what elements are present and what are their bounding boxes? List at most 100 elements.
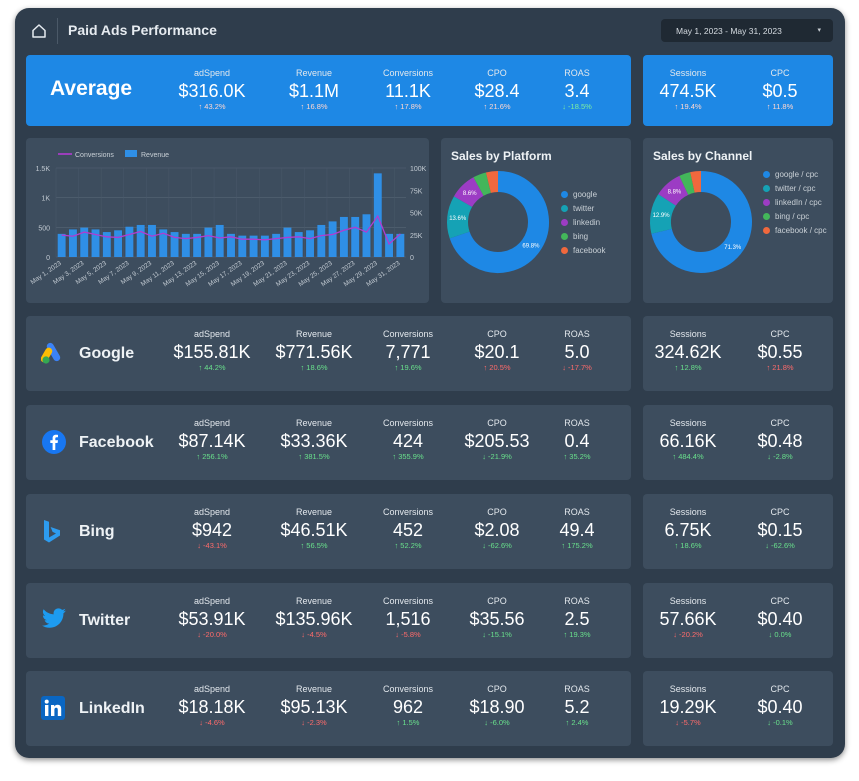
metric-delta: ↓ -20.0% <box>197 630 227 639</box>
platform-metric-sessions: Sessions 19.29K ↓ -5.7% <box>643 684 733 728</box>
metric-delta: ↑ 19.4% <box>674 102 702 111</box>
donut-slice-label: 8.8% <box>668 189 682 195</box>
legend-item[interactable]: facebook <box>561 246 627 255</box>
donut-slice-facebook[interactable] <box>690 171 702 193</box>
platform-metric-cpo: CPO $20.1 ↑ 20.5% <box>452 329 542 373</box>
donut-slice-linkedin[interactable] <box>453 177 485 208</box>
legend-label: twitter <box>573 204 595 213</box>
metric-delta: ↑ 44.2% <box>198 363 226 372</box>
revenue-bar <box>68 229 77 257</box>
metric-label: CPO <box>487 418 507 428</box>
donut-slice-bing[interactable] <box>473 172 492 196</box>
metric-delta: ↑ 43.2% <box>198 102 226 111</box>
metric-label: ROAS <box>564 418 590 428</box>
daily-performance-chart-card: 0 500 1K 1.5K 0 25K 50K 75K 100K May 1, 2023 May 3… <box>26 138 429 303</box>
metric-delta: ↓ -0.1% <box>767 718 793 727</box>
legend-label: bing / cpc <box>775 212 810 221</box>
metric-label: CPC <box>770 329 790 339</box>
metric-delta: ↓ -6.0% <box>484 718 510 727</box>
legend-item[interactable]: google <box>561 190 627 199</box>
platform-metric-cpc: CPC $0.40 ↓ -0.1% <box>735 684 825 728</box>
metric-value: $1.1M <box>288 81 340 101</box>
metric-delta: ↑ 18.6% <box>674 541 702 550</box>
platform-metric-revenue: Revenue $95.13K ↓ -2.3% <box>269 684 359 728</box>
platform-row-google: Google adSpend $155.81K ↑ 44.2% Revenue … <box>26 316 631 391</box>
metric-value: 962 <box>392 697 424 717</box>
platform-name: Bing <box>79 523 115 540</box>
metric-label: Conversions <box>382 507 434 517</box>
chart-title: Sales by Channel <box>653 149 753 163</box>
platform-metric-cpo: CPO $35.56 ↓ -15.1% <box>452 596 542 640</box>
metric-label: Revenue <box>295 418 333 428</box>
average-traffic-card: Sessions 474.5K ↑ 19.4% CPC $0.5 ↑ 11.8% <box>643 55 833 126</box>
donut-slice-linkedin[interactable] <box>658 175 689 207</box>
legend-item[interactable]: bing / cpc <box>763 212 829 221</box>
sales-by-platform-donut: 69.8% 13.6% 8.6% <box>447 171 549 273</box>
metric-value: 5.2 <box>564 697 590 717</box>
metric-label: adSpend <box>193 329 231 339</box>
revenue-bar <box>306 230 314 257</box>
legend-dot <box>763 213 770 220</box>
donut-slice-facebook[interactable] <box>485 171 499 193</box>
y-left-tick-label: 500 <box>38 225 50 232</box>
metric-value: $87.14K <box>178 431 246 451</box>
legend-item[interactable]: google / cpc <box>763 170 829 179</box>
donut-slice-google[interactable] <box>449 171 549 273</box>
metric-label: Revenue <box>295 596 333 606</box>
metric-label: Revenue <box>295 684 333 694</box>
metric-value: $155.81K <box>173 342 251 362</box>
metric-value: 57.66K <box>659 609 717 629</box>
legend-item[interactable]: twitter <box>561 204 627 213</box>
y-left-tick-label: 1K <box>41 196 50 203</box>
revenue-bar <box>91 229 100 257</box>
date-range-picker[interactable]: May 1, 2023 - May 31, 2023 ▾ <box>661 19 833 42</box>
metric-value: $316.0K <box>178 81 246 101</box>
legend-item[interactable]: twitter / cpc <box>763 184 829 193</box>
platform-metric-revenue: Revenue $771.56K ↑ 18.6% <box>269 329 359 373</box>
revenue-bar <box>193 233 202 257</box>
platform-traffic-facebook: Sessions 66.16K ↑ 484.4% CPC $0.48 ↓ -2.… <box>643 405 833 480</box>
donut-slice-twitter[interactable] <box>447 196 473 239</box>
platform-metric-cpc: CPC $0.48 ↓ -2.8% <box>735 418 825 462</box>
donut-slice-label: 8.6% <box>463 191 477 197</box>
legend-label: google <box>573 190 598 199</box>
legend-item[interactable]: bing <box>561 232 627 241</box>
y-left-tick-label: 0 <box>46 255 50 262</box>
metric-value: $33.36K <box>280 431 348 451</box>
revenue-bar <box>170 232 179 257</box>
metric-delta: ↑ 381.5% <box>298 452 330 461</box>
legend-item[interactable]: facebook / cpc <box>763 226 829 235</box>
donut-slice-twitter[interactable] <box>650 194 677 234</box>
platform-name: LinkedIn <box>79 700 145 717</box>
metric-delta: ↓ -62.6% <box>482 541 512 550</box>
metric-value: 19.29K <box>659 697 717 717</box>
metric-label: adSpend <box>193 68 231 78</box>
legend-dot <box>561 219 568 226</box>
date-range-text: May 1, 2023 - May 31, 2023 <box>676 26 782 36</box>
platform-metric-sessions: Sessions 324.62K ↑ 12.8% <box>643 329 733 373</box>
metric-label: CPO <box>487 596 507 606</box>
metric-label: adSpend <box>193 684 231 694</box>
metric-value: 324.62K <box>654 342 722 362</box>
donut-slice-google[interactable] <box>651 171 752 273</box>
metric-delta: ↑ 35.2% <box>563 452 591 461</box>
home-icon[interactable] <box>31 23 47 39</box>
platform-metric-revenue: Revenue $135.96K ↓ -4.5% <box>269 596 359 640</box>
metric-value: 66.16K <box>659 431 717 451</box>
legend-conversions-label: Conversions <box>75 152 114 159</box>
metric-label: CPC <box>770 68 790 78</box>
revenue-bar <box>114 230 123 257</box>
revenue-bar <box>215 224 224 257</box>
platform-metric-sessions: Sessions 6.75K ↑ 18.6% <box>643 507 733 551</box>
metric-label: ROAS <box>564 684 590 694</box>
legend-item[interactable]: linkedIn / cpc <box>763 198 829 207</box>
metric-value: 7,771 <box>385 342 431 362</box>
header-divider <box>57 18 58 44</box>
revenue-bar <box>102 232 111 257</box>
metric-label: Sessions <box>669 596 707 606</box>
donut-slice-label: 12.9% <box>653 213 671 219</box>
donut-slice-bing[interactable] <box>679 172 695 195</box>
legend-item[interactable]: linkedin <box>561 218 627 227</box>
metric-value: 424 <box>392 431 424 451</box>
